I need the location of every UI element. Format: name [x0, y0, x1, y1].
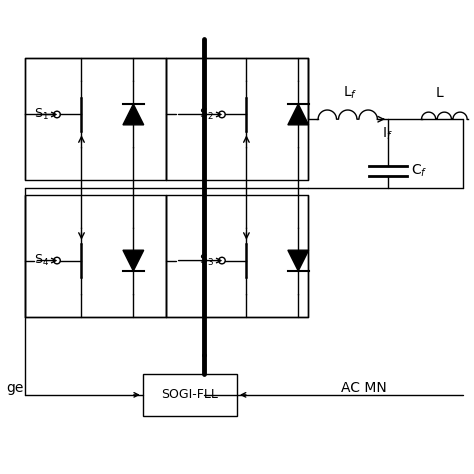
Circle shape: [219, 257, 225, 264]
Text: S$_3$: S$_3$: [199, 253, 214, 268]
Text: L: L: [436, 86, 444, 100]
Text: I$_f$: I$_f$: [383, 125, 393, 142]
Bar: [143, 374, 237, 416]
Circle shape: [54, 257, 60, 264]
Polygon shape: [123, 250, 144, 271]
Text: ge: ge: [6, 381, 24, 395]
Polygon shape: [123, 104, 144, 125]
Bar: [25, 195, 166, 317]
Bar: [166, 195, 308, 317]
Bar: [25, 58, 166, 181]
Text: SOGI-FLL: SOGI-FLL: [162, 388, 219, 401]
Bar: [166, 58, 308, 181]
Circle shape: [54, 111, 60, 118]
Text: L$_f$: L$_f$: [343, 85, 357, 101]
Text: S$_2$: S$_2$: [199, 107, 214, 122]
Polygon shape: [288, 250, 309, 271]
Polygon shape: [288, 104, 309, 125]
Text: AC MN: AC MN: [341, 381, 386, 395]
Circle shape: [219, 111, 225, 118]
Text: S$_4$: S$_4$: [34, 253, 49, 268]
Text: S$_1$: S$_1$: [34, 107, 49, 122]
Text: C$_f$: C$_f$: [411, 163, 428, 179]
